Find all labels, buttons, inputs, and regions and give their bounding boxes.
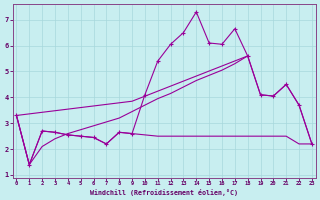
X-axis label: Windchill (Refroidissement éolien,°C): Windchill (Refroidissement éolien,°C) [90, 189, 238, 196]
